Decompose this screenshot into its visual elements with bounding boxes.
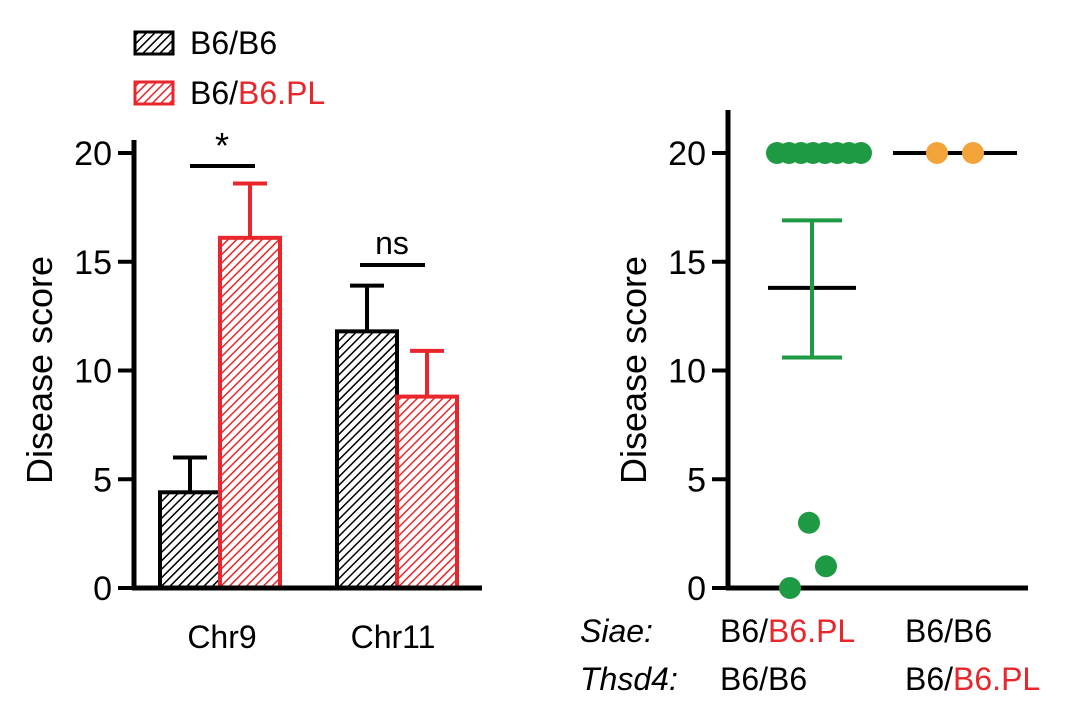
group1-siae: B6/B6.PL (720, 613, 855, 649)
left-ytick-label: 15 (74, 244, 112, 282)
point-group2 (962, 142, 984, 164)
scatter-chart: Disease score 0 5 10 15 20 Siae: Thsd4: B6/B… (580, 110, 1040, 697)
point-group2 (926, 142, 948, 164)
right-ytick-label: 15 (668, 244, 706, 282)
left-ytick-label: 0 (93, 570, 112, 608)
point-group1 (779, 577, 801, 599)
right-y-axis: 0 5 10 15 20 (668, 135, 728, 608)
left-axes (131, 140, 482, 591)
right-axes (725, 110, 1028, 591)
legend-label-b6-b6: B6/B6 (190, 25, 277, 61)
bar-chr9-b6-b6 (158, 490, 222, 590)
legend-label-b6-b6pl: B6/B6.PL (190, 75, 325, 111)
bar-chr9-b6-b6pl (218, 235, 282, 590)
bar-chart: Disease score 0 5 10 15 20 Chr9 Chr11 * ns (19, 125, 482, 655)
point-group1 (798, 511, 820, 534)
left-ytick-label: 10 (74, 353, 112, 391)
left-ytick-label: 5 (93, 461, 112, 499)
right-ytick-label: 0 (687, 570, 706, 608)
legend: B6/B6 B6/B6.PL (133, 25, 325, 111)
scatter-marks (766, 142, 1017, 599)
significance-star: * (215, 125, 229, 166)
bar-chr11-b6-b6 (335, 329, 399, 590)
point-group1 (850, 142, 872, 164)
right-ytick-label: 10 (668, 353, 706, 391)
left-ylabel: Disease score (19, 256, 60, 484)
group2-thsd4: B6/B6.PL (905, 661, 1040, 697)
bar-chr11-b6-b6pl (395, 394, 459, 590)
point-group1 (815, 555, 837, 578)
group2-siae: B6/B6 (905, 613, 992, 649)
right-ytick-label: 5 (687, 461, 706, 499)
significance-ns: ns (375, 225, 409, 261)
left-ytick-label: 20 (74, 135, 112, 173)
right-ytick-label: 20 (668, 135, 706, 173)
legend-swatch-b6-b6 (133, 30, 175, 56)
group1-thsd4: B6/B6 (720, 661, 807, 697)
xtick-chr11: Chr11 (351, 619, 436, 655)
xtick-chr9: Chr9 (187, 619, 256, 655)
row-label-siae: Siae: (580, 613, 653, 649)
right-ylabel: Disease score (613, 256, 654, 484)
legend-swatch-b6-b6pl (133, 80, 175, 106)
left-y-axis: 0 5 10 15 20 (74, 135, 134, 608)
bars (158, 181, 459, 590)
row-label-thsd4: Thsd4: (580, 661, 678, 697)
